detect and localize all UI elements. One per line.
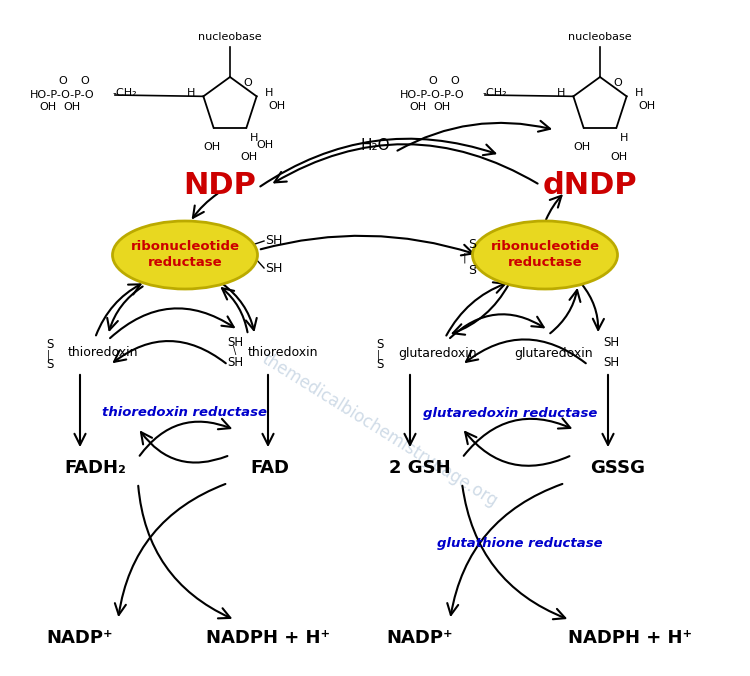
Text: |: | [463,253,466,263]
Text: SH: SH [226,337,243,349]
Ellipse shape [472,221,617,289]
Text: glutathione reductase: glutathione reductase [437,537,603,550]
Text: OH: OH [203,142,220,151]
Text: NADPH + H⁺: NADPH + H⁺ [206,629,330,647]
Text: HO-P-O-P-O: HO-P-O-P-O [30,90,94,100]
Text: SH: SH [603,337,619,349]
Text: glutaredoxin: glutaredoxin [514,347,593,360]
Text: OH: OH [610,151,627,162]
Text: OH: OH [639,101,656,112]
Text: NADP⁺: NADP⁺ [387,629,453,647]
Text: SH: SH [226,356,243,370]
Text: NADPH + H⁺: NADPH + H⁺ [568,629,692,647]
Text: OH: OH [573,142,590,151]
Text: nucleobase: nucleobase [568,32,632,42]
Text: O: O [429,76,437,86]
Text: S: S [468,264,476,276]
Text: \: \ [232,346,236,356]
Text: NADP⁺: NADP⁺ [46,629,113,647]
Text: -CH₂: -CH₂ [482,88,507,98]
Ellipse shape [112,221,257,289]
Text: H: H [250,132,258,143]
Text: -CH₂: -CH₂ [112,88,136,98]
Text: OH: OH [40,102,56,112]
Text: O: O [243,78,252,88]
Text: nucleobase: nucleobase [198,32,262,42]
Text: 2 GSH: 2 GSH [389,459,451,477]
Text: FAD: FAD [251,459,290,477]
Text: S: S [376,337,384,350]
Text: SH: SH [265,233,282,247]
Text: |: | [376,349,380,360]
Text: |: | [46,349,50,360]
Text: GSSG: GSSG [590,459,646,477]
Text: dNDP: dNDP [543,170,638,199]
Text: thioredoxin reductase: thioredoxin reductase [103,406,268,420]
Text: SH: SH [265,262,282,274]
Text: thioredoxin: thioredoxin [68,347,139,360]
Text: S: S [46,337,54,350]
Text: OH: OH [433,102,451,112]
Text: OH: OH [410,102,427,112]
Text: H: H [557,89,566,98]
Text: H: H [265,89,273,98]
Text: S: S [46,358,54,370]
Text: O: O [81,76,89,86]
Text: S: S [468,239,476,251]
Text: H: H [620,132,628,143]
Text: glutaredoxin: glutaredoxin [398,347,477,360]
Text: SH: SH [603,356,619,370]
Text: H: H [187,89,195,98]
Text: thioredoxin: thioredoxin [248,347,319,360]
Text: OH: OH [240,151,257,162]
Text: S: S [376,358,384,370]
Text: glutaredoxin reductase: glutaredoxin reductase [423,406,597,420]
Text: ribonucleotide
reductase: ribonucleotide reductase [490,241,599,270]
Text: OH: OH [256,140,274,149]
Text: OH: OH [268,101,286,112]
Text: OH: OH [64,102,80,112]
Text: ribonucleotide
reductase: ribonucleotide reductase [130,241,239,270]
Text: O: O [58,76,68,86]
Text: HO-P-O-P-O: HO-P-O-P-O [400,90,464,100]
Text: NDP: NDP [184,170,256,199]
Text: themedicalbiochemistrypage.org: themedicalbiochemistrypage.org [259,349,501,510]
Text: O: O [451,76,459,86]
Text: FADH₂: FADH₂ [64,459,126,477]
Text: O: O [613,78,622,88]
Text: H: H [634,89,643,98]
Text: H₂O: H₂O [360,137,390,153]
